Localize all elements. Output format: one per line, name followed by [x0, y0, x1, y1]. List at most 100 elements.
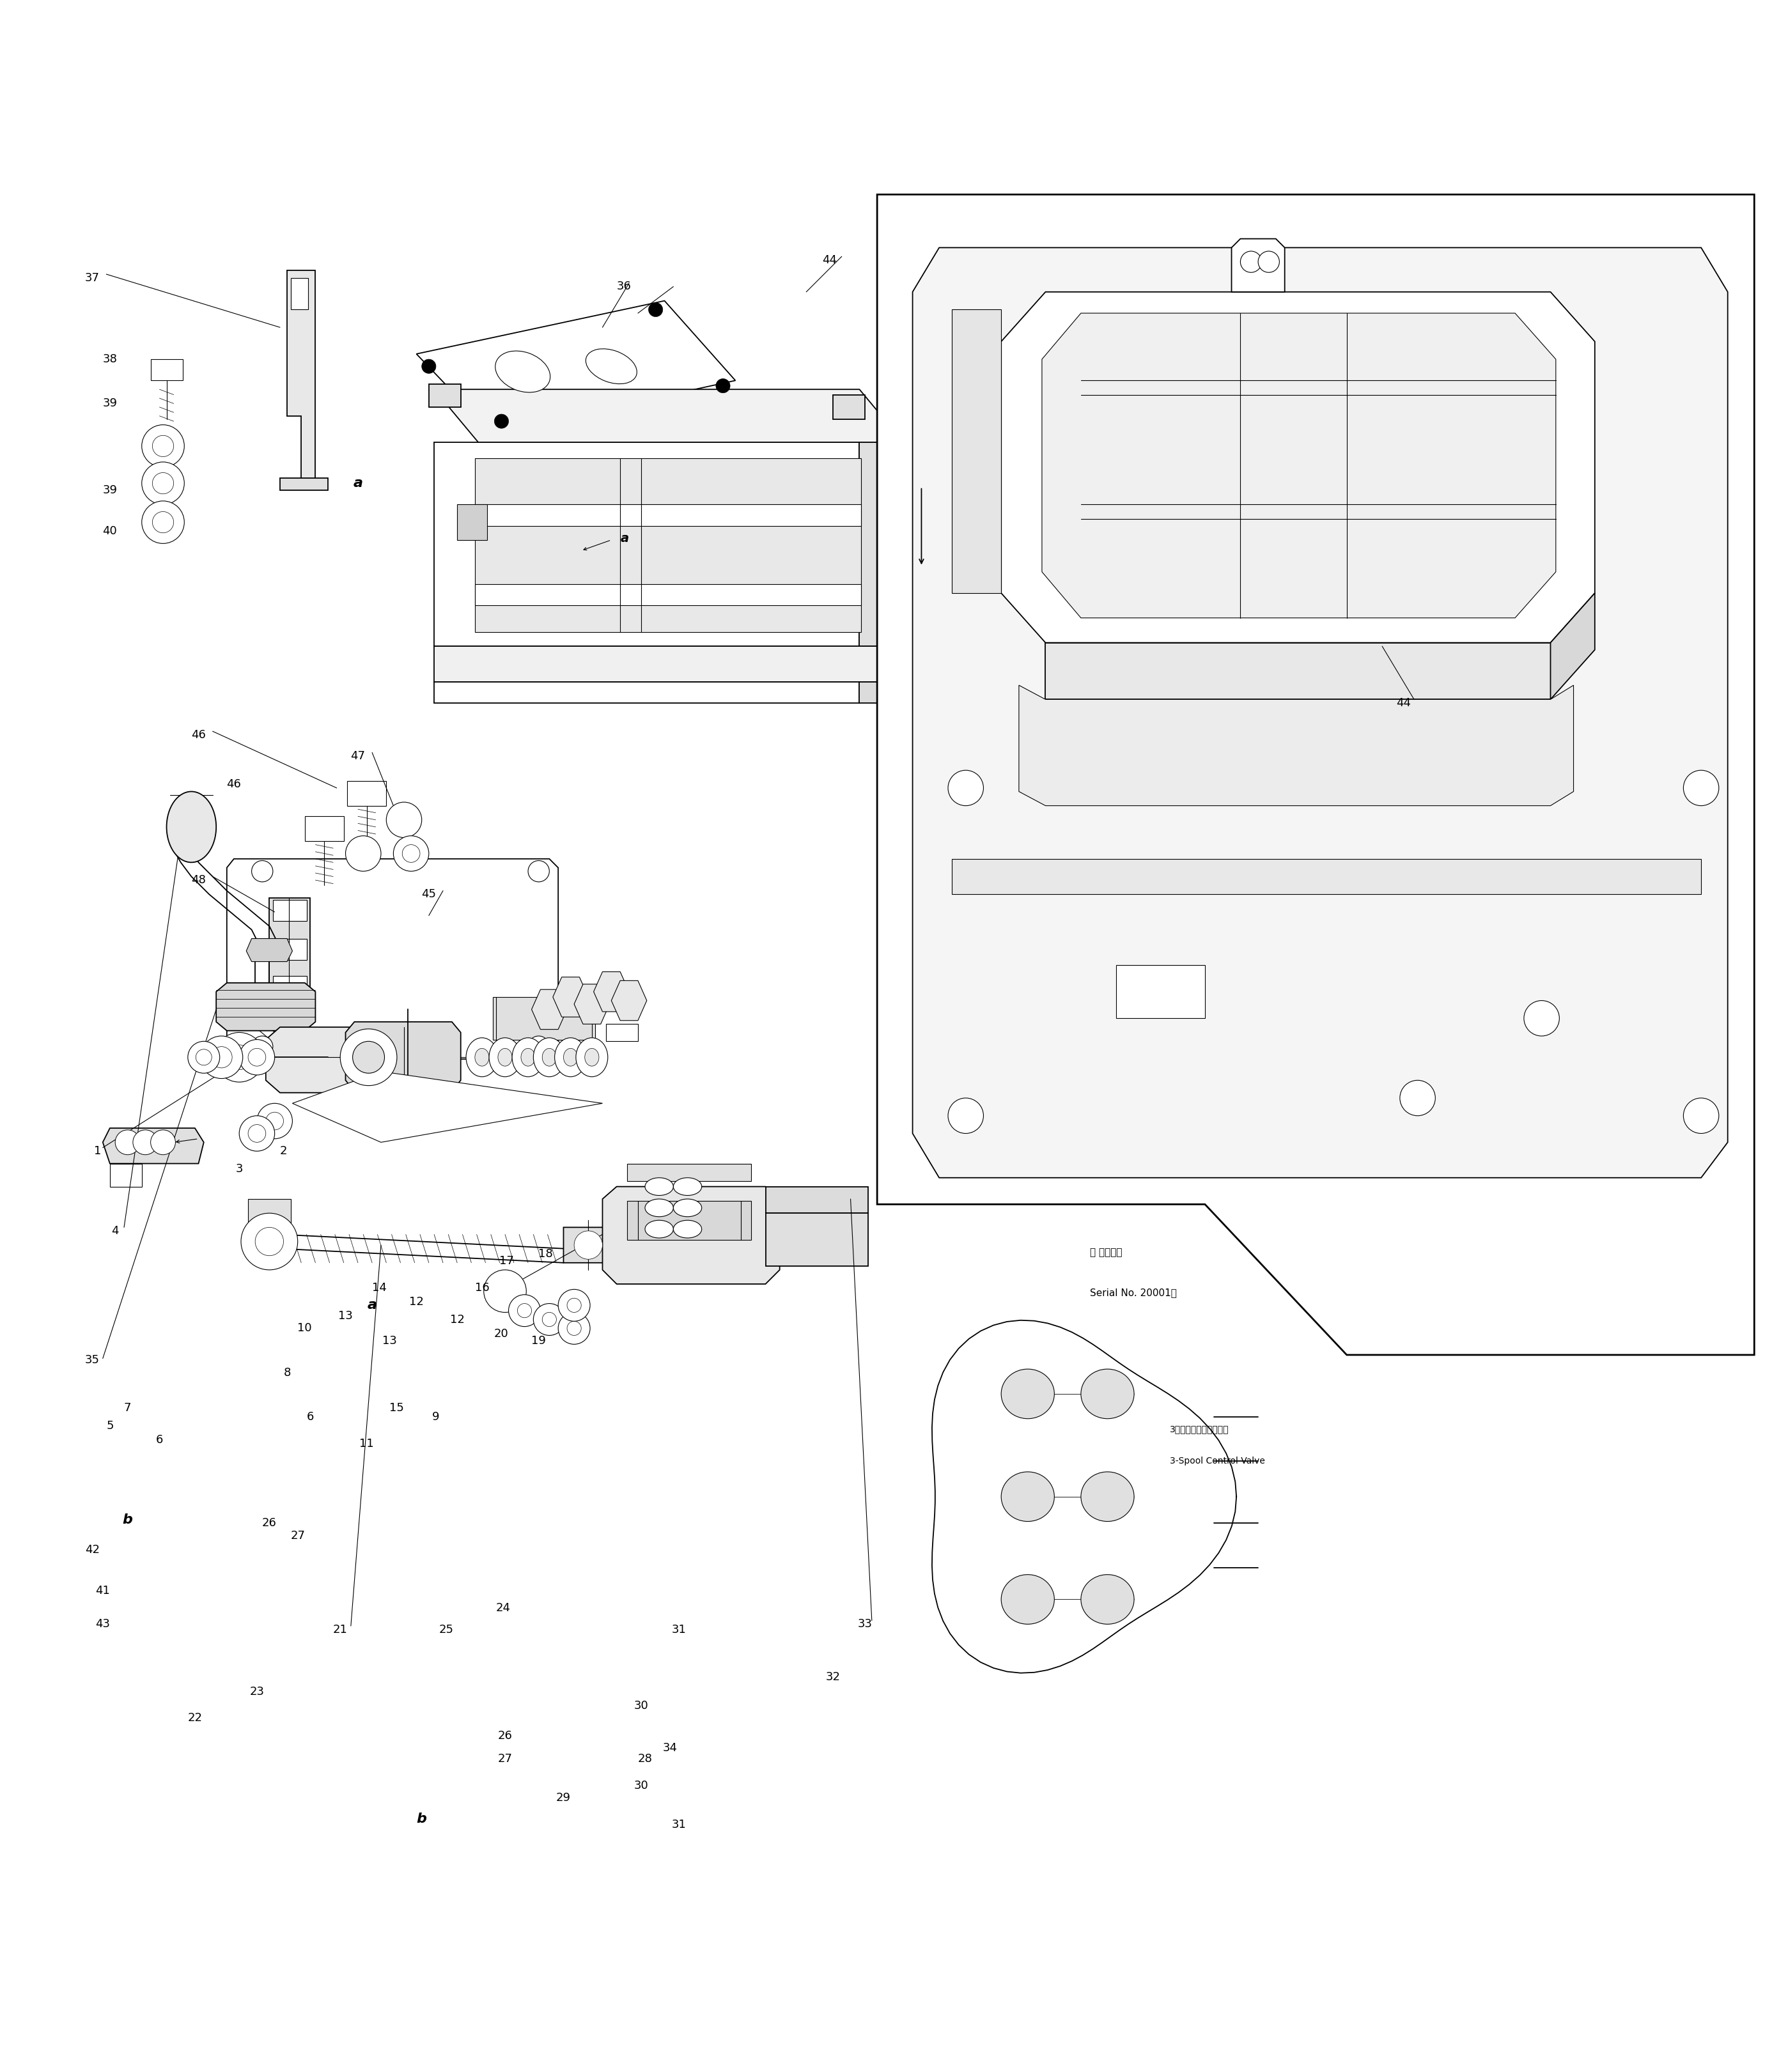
Circle shape: [227, 1044, 252, 1069]
Circle shape: [484, 1270, 526, 1312]
Text: 11: 11: [360, 1438, 374, 1448]
Circle shape: [255, 1227, 284, 1256]
Polygon shape: [246, 939, 292, 961]
Ellipse shape: [533, 1038, 565, 1077]
Polygon shape: [766, 1187, 868, 1214]
Polygon shape: [457, 503, 487, 541]
Polygon shape: [110, 1164, 142, 1187]
Text: 43: 43: [96, 1618, 110, 1631]
Bar: [248, 1200, 291, 1225]
Text: 3-Spool Control Valve: 3-Spool Control Valve: [1170, 1457, 1265, 1465]
Polygon shape: [475, 584, 861, 605]
Circle shape: [152, 435, 174, 456]
Text: 12: 12: [409, 1295, 424, 1307]
Text: 36: 36: [617, 282, 631, 292]
Polygon shape: [266, 1028, 422, 1092]
Polygon shape: [859, 682, 904, 702]
Circle shape: [948, 1098, 983, 1133]
Polygon shape: [1116, 966, 1205, 1017]
Polygon shape: [227, 858, 558, 1059]
Polygon shape: [1232, 238, 1285, 292]
Text: 7: 7: [124, 1403, 131, 1413]
Text: 14: 14: [372, 1283, 386, 1293]
Text: 44: 44: [1396, 696, 1411, 709]
Bar: [273, 939, 307, 959]
Polygon shape: [913, 249, 1728, 1177]
Circle shape: [528, 860, 549, 883]
Text: 44: 44: [822, 255, 836, 265]
Circle shape: [517, 1303, 532, 1318]
Text: 6: 6: [156, 1434, 163, 1446]
Polygon shape: [292, 1071, 602, 1142]
Circle shape: [567, 1322, 581, 1334]
Circle shape: [1683, 771, 1719, 806]
Circle shape: [393, 835, 429, 870]
Text: 35: 35: [85, 1355, 99, 1365]
Circle shape: [266, 1113, 284, 1129]
Circle shape: [142, 501, 184, 543]
Circle shape: [558, 1289, 590, 1322]
Circle shape: [142, 425, 184, 468]
Polygon shape: [859, 443, 904, 646]
Text: 9: 9: [432, 1411, 439, 1423]
Text: 1: 1: [94, 1146, 101, 1156]
Polygon shape: [952, 858, 1701, 895]
Circle shape: [353, 1042, 385, 1073]
Circle shape: [528, 1036, 549, 1057]
Polygon shape: [611, 980, 647, 1021]
Text: b: b: [416, 1813, 427, 1825]
Ellipse shape: [498, 1048, 512, 1067]
Bar: [606, 1024, 638, 1042]
Polygon shape: [397, 1086, 418, 1106]
Text: b: b: [122, 1513, 133, 1527]
Circle shape: [422, 358, 436, 373]
Circle shape: [142, 462, 184, 503]
Text: 46: 46: [191, 729, 206, 740]
Text: 26: 26: [498, 1730, 512, 1743]
Text: 5: 5: [106, 1419, 113, 1432]
Text: 30: 30: [634, 1780, 649, 1790]
Text: 21: 21: [333, 1624, 347, 1635]
Ellipse shape: [576, 1038, 608, 1077]
Bar: [305, 816, 344, 841]
Circle shape: [346, 835, 381, 870]
Bar: [273, 976, 307, 997]
Text: 40: 40: [103, 526, 117, 537]
Polygon shape: [574, 984, 610, 1024]
Polygon shape: [475, 503, 861, 526]
Bar: [273, 899, 307, 920]
Polygon shape: [766, 1214, 868, 1266]
Text: 12: 12: [450, 1314, 464, 1326]
Circle shape: [558, 1312, 590, 1345]
Polygon shape: [269, 897, 310, 1021]
Ellipse shape: [587, 348, 636, 383]
Circle shape: [494, 414, 509, 429]
Polygon shape: [1550, 593, 1595, 700]
Bar: [627, 1164, 751, 1181]
Text: 26: 26: [262, 1517, 276, 1529]
Polygon shape: [1042, 313, 1556, 617]
Text: 6: 6: [307, 1411, 314, 1423]
Text: 16: 16: [475, 1283, 489, 1293]
Circle shape: [214, 1032, 264, 1082]
Bar: [493, 997, 595, 1040]
Ellipse shape: [496, 350, 549, 392]
Text: 10: 10: [298, 1322, 312, 1334]
Circle shape: [386, 802, 422, 837]
Text: a: a: [620, 533, 629, 545]
Text: 32: 32: [826, 1672, 840, 1682]
Ellipse shape: [1081, 1471, 1134, 1521]
Polygon shape: [833, 394, 865, 419]
Text: 17: 17: [500, 1256, 514, 1266]
Circle shape: [1683, 1098, 1719, 1133]
Ellipse shape: [489, 1038, 521, 1077]
Ellipse shape: [645, 1200, 673, 1216]
Text: 34: 34: [663, 1743, 677, 1753]
Text: 46: 46: [227, 779, 241, 789]
Text: 20: 20: [494, 1328, 509, 1339]
Circle shape: [151, 1129, 175, 1154]
Circle shape: [152, 472, 174, 493]
Ellipse shape: [1001, 1575, 1054, 1624]
Ellipse shape: [585, 1048, 599, 1067]
Ellipse shape: [167, 792, 216, 862]
